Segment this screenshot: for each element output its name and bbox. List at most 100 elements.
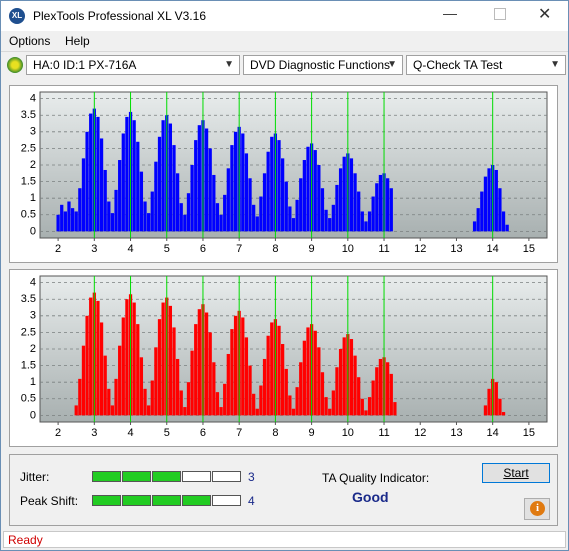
minimize-button[interactable]: —	[443, 5, 457, 21]
bar	[215, 203, 220, 232]
bar	[498, 398, 502, 416]
function-select[interactable]: DVD Diagnostic Functions ▼	[243, 55, 403, 75]
bar	[313, 150, 317, 232]
bar	[157, 136, 162, 232]
bar	[284, 368, 288, 416]
bar	[378, 174, 383, 232]
gauge-segment	[212, 471, 241, 482]
bar	[60, 204, 64, 232]
y-tick-label: 3	[30, 310, 36, 322]
x-tick-label: 9	[309, 427, 315, 439]
bar	[483, 176, 488, 232]
bar	[302, 160, 306, 232]
bar	[306, 146, 310, 232]
chart: 0 0.5 1 1.5 2 2.5 3 3.5 4 2 3 4 5 6 7 8 9 10 11 12 13 14 15	[21, 91, 548, 255]
bar	[208, 148, 212, 232]
bar	[331, 390, 335, 416]
bar	[197, 125, 201, 232]
title-bar: XL PlexTools Professional XL V3.16 — ✕	[1, 1, 568, 31]
bar	[175, 173, 180, 232]
function-label: DVD Diagnostic Functions	[250, 58, 391, 72]
chart-panel: 0 0.5 1 1.5 2 2.5 3 3.5 4 2 3 4 5 6 7 8 9 10 11 12 13 14 15	[9, 85, 558, 263]
bar	[208, 332, 212, 416]
bar	[194, 324, 198, 416]
bar	[132, 120, 136, 232]
results-panel: Jitter: 3 Peak Shift: 4 TA Quality Indic…	[9, 454, 558, 526]
bar	[132, 302, 136, 416]
bar	[299, 362, 303, 416]
maximize-button[interactable]	[494, 8, 506, 20]
bar	[85, 131, 89, 232]
bar	[223, 194, 227, 232]
bar	[70, 208, 75, 232]
bar	[107, 201, 111, 232]
drive-icon	[7, 57, 23, 73]
drive-select[interactable]: HA:0 ID:1 PX-716A ▼	[26, 55, 240, 75]
bar	[277, 140, 281, 232]
bar	[277, 325, 281, 416]
bar	[179, 203, 183, 232]
bar	[248, 178, 252, 232]
bar	[494, 169, 498, 232]
bar	[320, 372, 325, 416]
bar	[386, 362, 390, 416]
ta-quality-label: TA Quality Indicator:	[322, 471, 430, 485]
menu-options[interactable]: Options	[9, 34, 51, 48]
x-tick-label: 15	[523, 243, 535, 255]
bar	[168, 123, 173, 232]
jitter-label: Jitter:	[20, 470, 50, 484]
bar	[342, 337, 346, 416]
bar	[367, 397, 372, 416]
menu-help[interactable]: Help	[65, 34, 90, 48]
y-tick-label: 0.5	[21, 393, 36, 405]
info-button[interactable]: i	[524, 498, 550, 520]
bar	[353, 355, 357, 416]
bar	[281, 344, 285, 416]
bar	[291, 218, 296, 232]
bar	[96, 300, 100, 416]
x-tick-label: 12	[414, 427, 426, 439]
test-select[interactable]: Q-Check TA Test ▼	[406, 55, 566, 75]
gauge-segment	[182, 471, 211, 482]
bar	[230, 145, 234, 232]
x-tick-label: 13	[450, 427, 462, 439]
test-label: Q-Check TA Test	[413, 58, 503, 72]
start-button[interactable]: Start	[482, 463, 550, 483]
y-tick-label: 4	[30, 277, 36, 289]
bar	[121, 317, 125, 416]
bar	[241, 317, 245, 416]
y-tick-label: 3.5	[21, 293, 36, 305]
x-tick-label: 3	[91, 427, 97, 439]
y-tick-label: 1	[30, 192, 36, 204]
status-bar: Ready	[3, 531, 566, 548]
bar	[360, 211, 364, 232]
bar	[371, 380, 375, 416]
bar	[194, 140, 198, 232]
y-tick-label: 0	[30, 225, 36, 237]
bar	[81, 345, 86, 416]
x-tick-label: 2	[55, 243, 61, 255]
bar	[364, 410, 368, 416]
bar	[204, 312, 209, 416]
bar	[96, 116, 100, 232]
close-button[interactable]: ✕	[538, 6, 552, 23]
gauge-segment	[92, 495, 121, 506]
bar	[501, 412, 506, 416]
bar	[270, 322, 274, 416]
bar	[252, 204, 256, 232]
bar	[63, 211, 67, 232]
bar	[295, 199, 299, 232]
bar	[110, 213, 115, 232]
gauge-segment	[122, 471, 151, 482]
bar	[472, 221, 477, 232]
bar	[161, 302, 165, 416]
bar	[226, 168, 230, 232]
bar	[103, 355, 107, 416]
bar	[219, 407, 223, 416]
peak-shift-value: 4	[248, 494, 255, 508]
bar	[143, 201, 147, 232]
x-tick-label: 11	[378, 243, 389, 255]
bar	[136, 324, 140, 416]
bar	[110, 405, 115, 416]
